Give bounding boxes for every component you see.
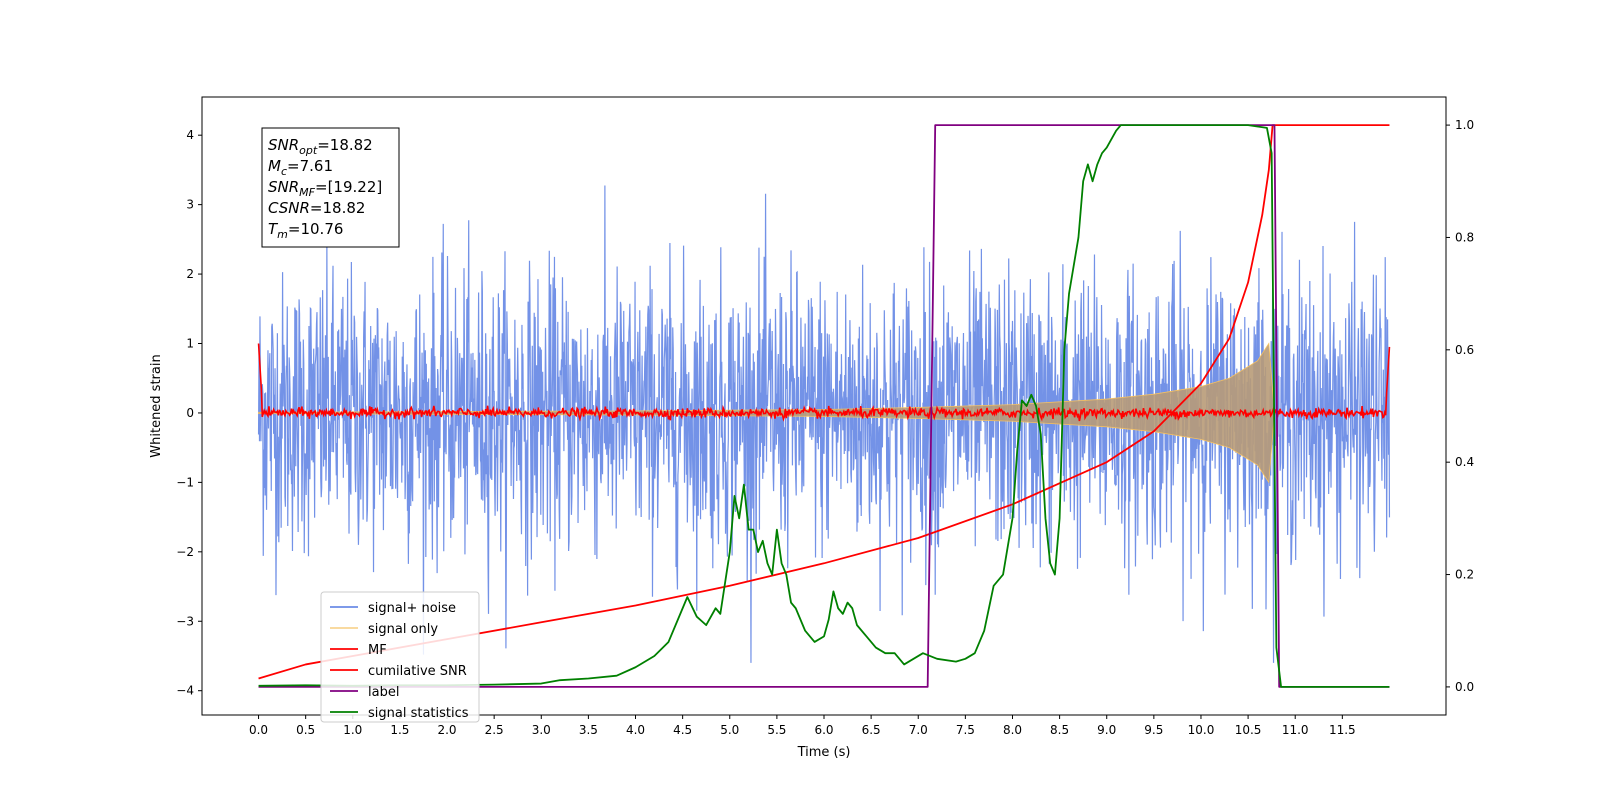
annotation-line: SNRopt=18.82 <box>268 136 373 157</box>
legend: signal+ noise signal only MF cumilative SNR… <box>320 591 480 723</box>
y-axis-left: 4 3 2 1 0 −1 −2 −3 −4 <box>176 128 202 698</box>
x-axis: 0.0 0.5 1.0 1.5 2.0 2.5 3.0 3.5 4.0 4.5 5.0 5.5 6.0 6… <box>249 715 1356 737</box>
legend-entry: cumilative SNR <box>368 664 467 679</box>
annotation-line: Mc=7.61 <box>268 157 333 178</box>
x-tick-label: 1.5 <box>390 723 409 737</box>
x-tick-label: 2.0 <box>437 723 456 737</box>
legend-entry: signal+ noise <box>368 601 456 616</box>
series-mf <box>257 343 1391 422</box>
y-axis-right: 1.0 0.8 0.6 0.4 0.2 0.0 <box>1446 118 1474 694</box>
x-tick-label: 10.5 <box>1235 723 1262 737</box>
x-tick-label: 7.5 <box>956 723 975 737</box>
annotation-line: Tm=10.76 <box>268 220 343 241</box>
x-tick-label: 4.5 <box>673 723 692 737</box>
x-tick-label: 8.5 <box>1050 723 1069 737</box>
y-tick-label: −1 <box>176 475 194 489</box>
y-tick-label: 3 <box>186 198 194 212</box>
x-tick-label: 9.0 <box>1097 723 1116 737</box>
y-axis-label: Whitened strain <box>149 354 164 457</box>
series-signal-noise <box>257 185 1391 663</box>
x-tick-label: 6.0 <box>814 723 833 737</box>
y-tick-label: 4 <box>186 128 194 142</box>
series-signal-statistics <box>258 124 1390 688</box>
x-tick-label: 5.0 <box>720 723 739 737</box>
legend-entry: label <box>368 685 399 700</box>
y-right-tick-label: 0.4 <box>1455 455 1474 469</box>
y-tick-label: −2 <box>176 545 194 559</box>
annotation-line: CSNR=18.82 <box>268 199 365 217</box>
y-tick-label: 2 <box>186 267 194 281</box>
x-tick-label: 10.0 <box>1188 723 1215 737</box>
x-tick-label: 9.5 <box>1144 723 1163 737</box>
plot-area <box>257 124 1391 688</box>
y-tick-label: −3 <box>176 614 194 628</box>
x-tick-label: 0.0 <box>249 723 268 737</box>
x-tick-label: 0.5 <box>296 723 315 737</box>
x-tick-label: 6.5 <box>862 723 881 737</box>
x-tick-label: 2.5 <box>485 723 504 737</box>
legend-entry: signal statistics <box>368 706 469 721</box>
x-tick-label: 7.0 <box>909 723 928 737</box>
x-tick-label: 3.0 <box>532 723 551 737</box>
annotation-line: SNRMF=[19.22] <box>268 178 382 199</box>
y-right-tick-label: 0.0 <box>1455 680 1474 694</box>
x-tick-label: 11.5 <box>1329 723 1356 737</box>
x-tick-label: 1.0 <box>343 723 362 737</box>
legend-entry: MF <box>368 643 387 658</box>
y-right-tick-label: 0.2 <box>1455 568 1474 582</box>
annotation-box: SNRopt=18.82Mc=7.61SNRMF=[19.22]CSNR=18.… <box>261 127 400 248</box>
x-tick-label: 8.0 <box>1003 723 1022 737</box>
x-tick-label: 5.5 <box>767 723 786 737</box>
legend-entry: signal only <box>368 622 438 637</box>
y-tick-label: 1 <box>186 337 194 351</box>
x-tick-label: 11.0 <box>1282 723 1309 737</box>
y-tick-label: −4 <box>176 684 194 698</box>
y-right-tick-label: 0.8 <box>1455 230 1474 244</box>
y-right-tick-label: 0.6 <box>1455 343 1474 357</box>
y-right-tick-label: 1.0 <box>1455 118 1474 132</box>
x-tick-label: 4.0 <box>626 723 645 737</box>
x-axis-label: Time (s) <box>797 745 851 760</box>
x-tick-label: 3.5 <box>579 723 598 737</box>
y-tick-label: 0 <box>186 406 194 420</box>
